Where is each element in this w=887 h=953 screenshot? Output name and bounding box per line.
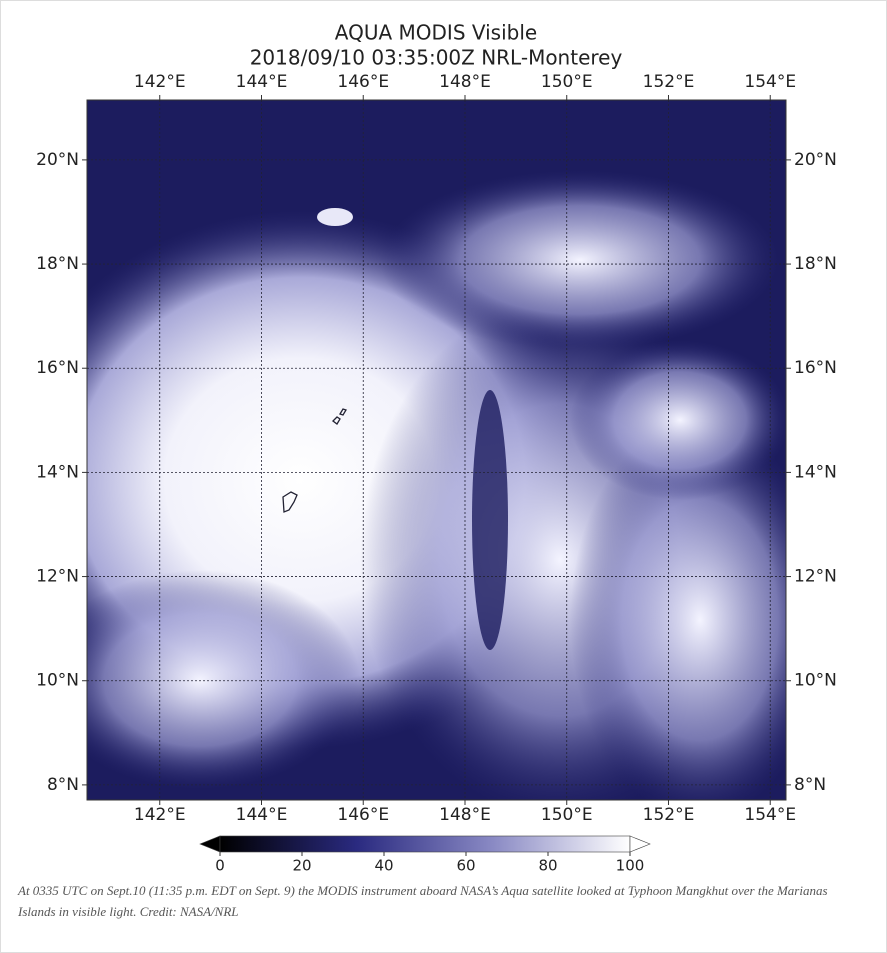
title: AQUA MODIS Visible (335, 21, 537, 45)
x-tick-label: 146°E (337, 72, 389, 92)
x-tick-label: 154°E (744, 72, 796, 92)
x-tick-label: 152°E (643, 805, 695, 825)
colorbar-tick-label: 60 (456, 857, 475, 875)
colorbar-tick-label: 80 (538, 857, 557, 875)
x-tick-label: 148°E (439, 805, 491, 825)
caption: At 0335 UTC on Sept.10 (11:35 p.m. EDT o… (18, 883, 828, 919)
y-tick-label: 18°N (36, 254, 79, 274)
x-tick-label: 144°E (236, 72, 288, 92)
x-tick-label: 150°E (541, 805, 593, 825)
colorbar-tick-label: 0 (215, 857, 225, 875)
x-tick-label: 146°E (337, 805, 389, 825)
y-tick-label: 10°N (36, 671, 79, 691)
y-tick-label: 20°N (794, 150, 837, 170)
y-tick-label: 10°N (794, 671, 837, 691)
x-tick-label: 152°E (643, 72, 695, 92)
y-tick-label: 14°N (794, 462, 837, 482)
plot-frame (86, 99, 787, 801)
y-tick-label: 12°N (794, 567, 837, 587)
satellite-image (87, 100, 786, 800)
x-tick-label: 144°E (236, 805, 288, 825)
colorbar-extend-high (629, 835, 651, 853)
x-tick-label: 142°E (134, 805, 186, 825)
colorbar (219, 835, 631, 853)
y-tick-label: 16°N (36, 358, 79, 378)
x-tick-label: 148°E (439, 72, 491, 92)
y-tick-label: 14°N (36, 462, 79, 482)
y-tick-label: 16°N (794, 358, 837, 378)
colorbar-tick-label: 100 (616, 857, 645, 875)
y-tick-label: 20°N (36, 150, 79, 170)
colorbar-tick-label: 20 (292, 857, 311, 875)
figure: AQUA MODIS Visible 2018/09/10 03:35:00Z … (36, 21, 837, 875)
subtitle: 2018/09/10 03:35:00Z NRL-Monterey (250, 46, 623, 70)
y-tick-label: 8°N (47, 775, 79, 795)
colorbar-tick-label: 40 (374, 857, 393, 875)
x-tick-label: 154°E (744, 805, 796, 825)
x-tick-label: 150°E (541, 72, 593, 92)
y-tick-label: 12°N (36, 567, 79, 587)
x-tick-label: 142°E (134, 72, 186, 92)
y-tick-label: 18°N (794, 254, 837, 274)
y-tick-label: 8°N (794, 775, 826, 795)
colorbar-extend-low (199, 835, 221, 853)
